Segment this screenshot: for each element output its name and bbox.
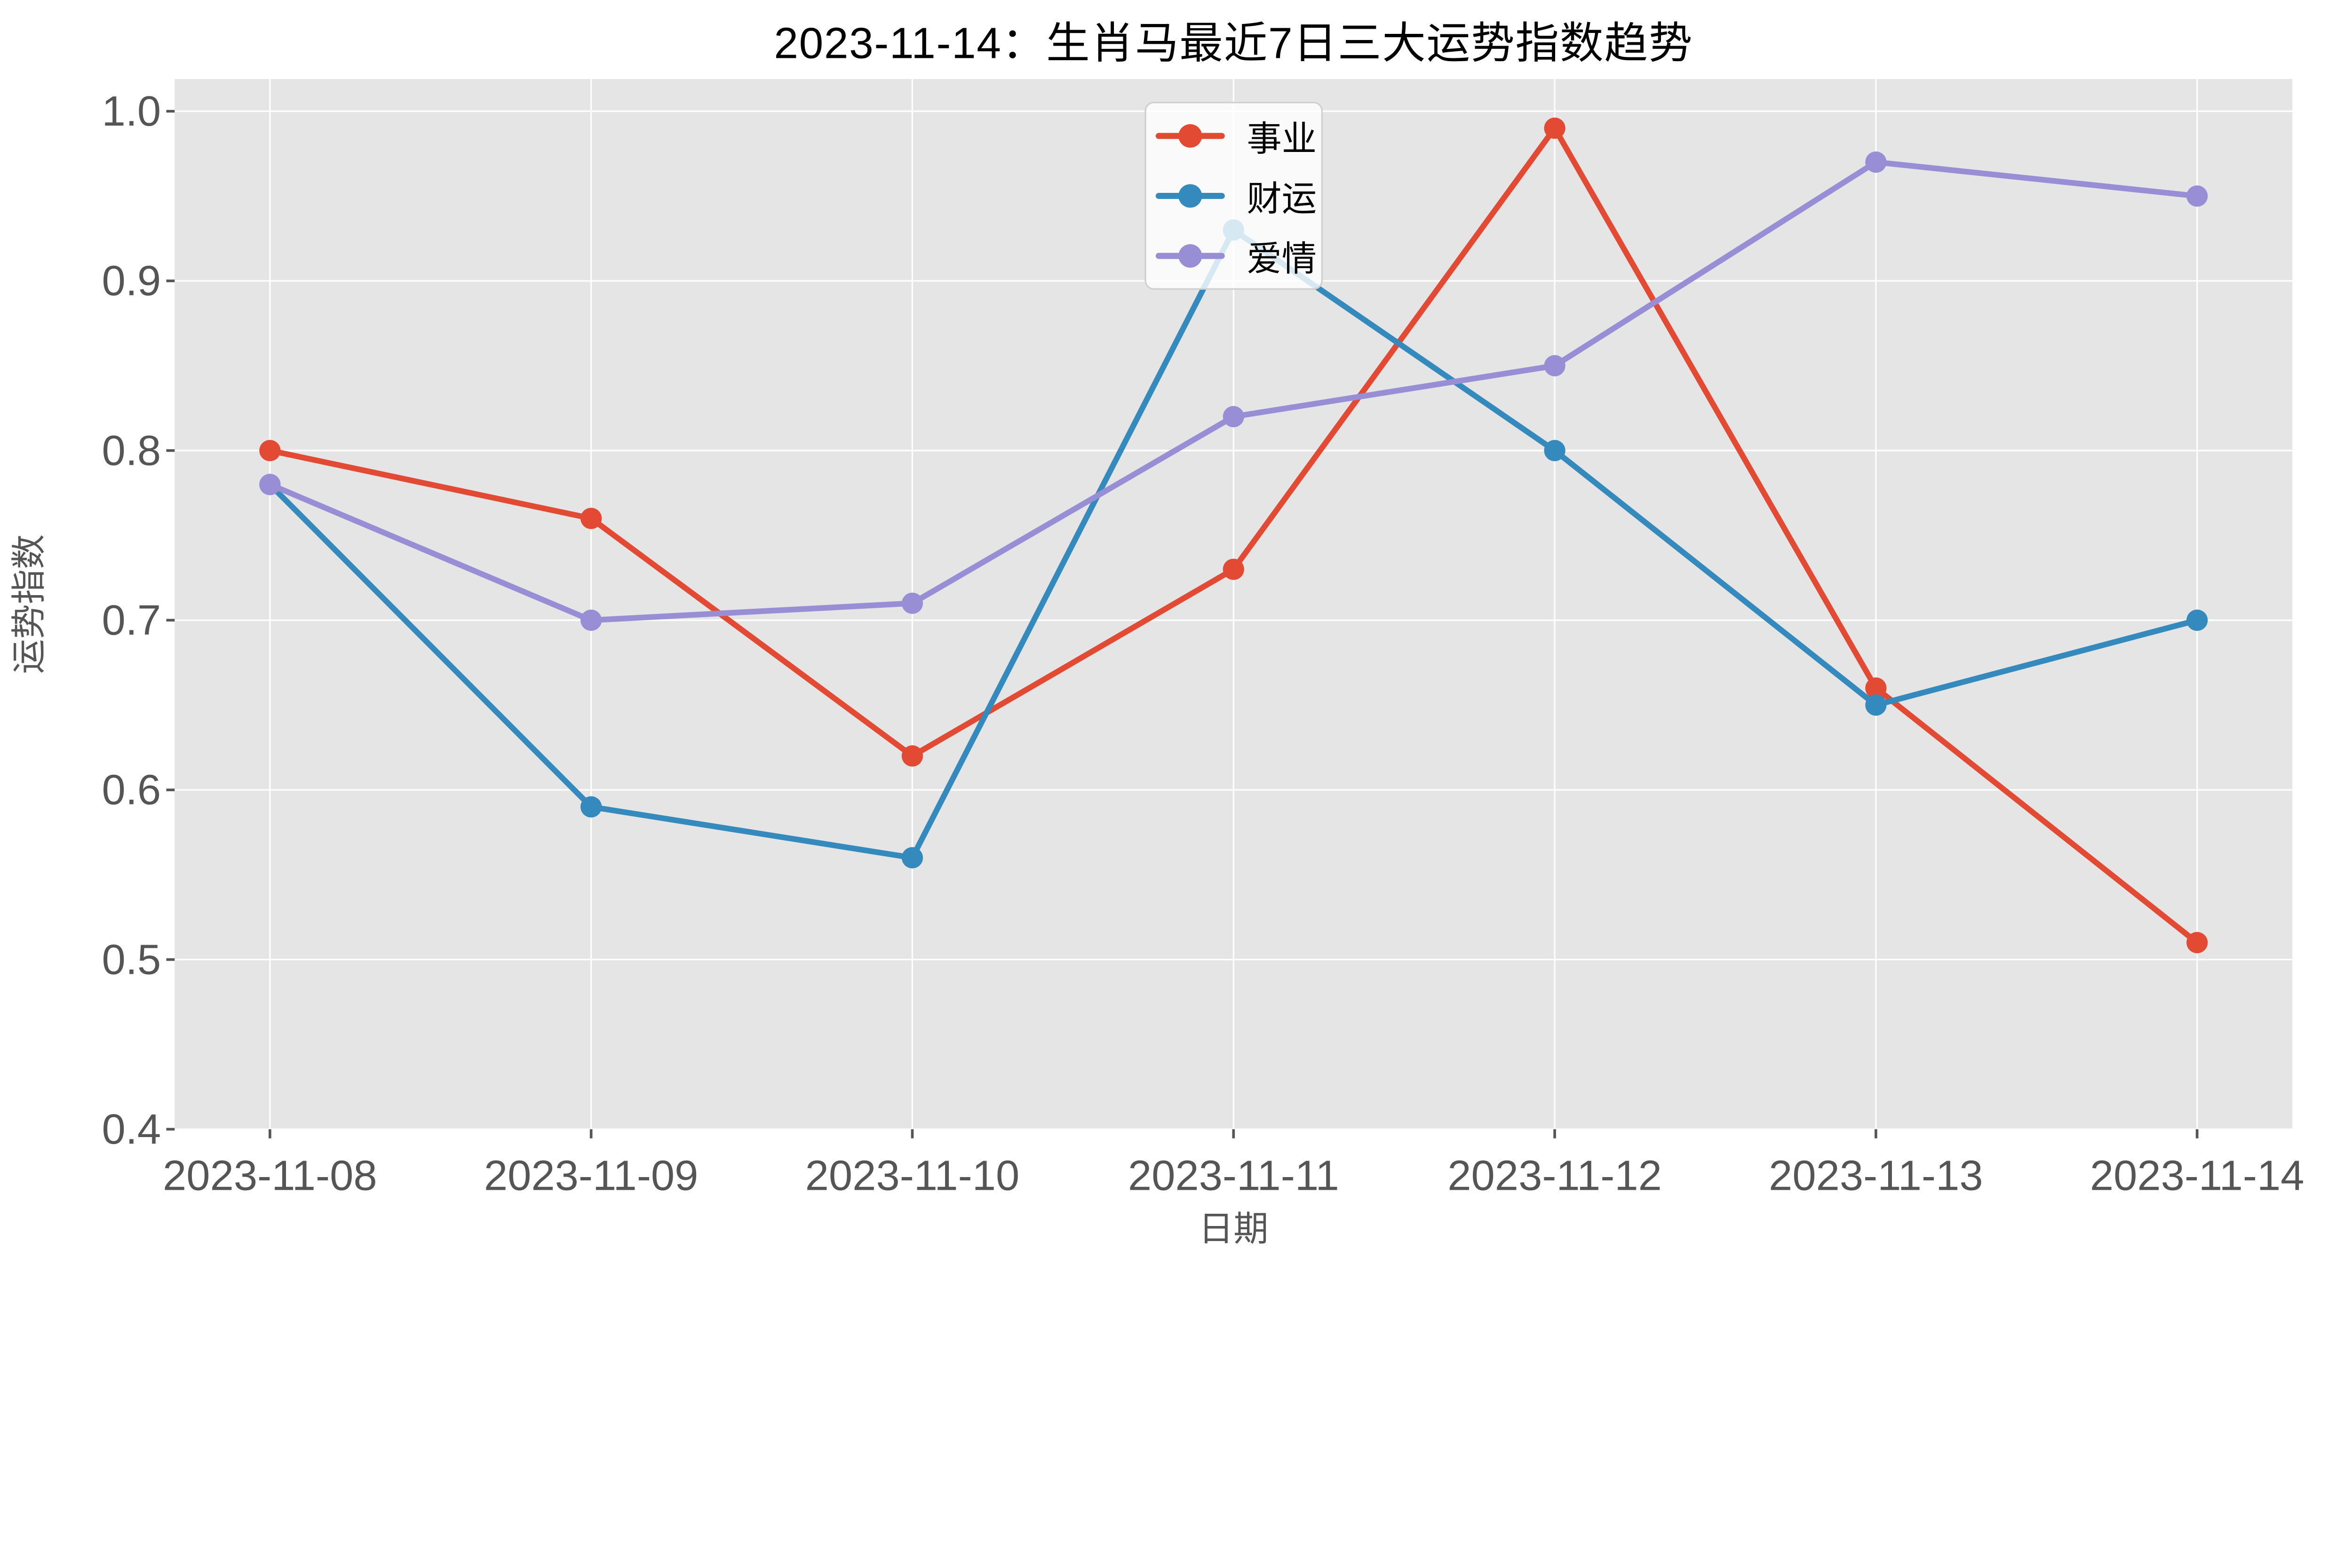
data-point-series-2 bbox=[2186, 185, 2208, 207]
data-point-series-1 bbox=[580, 796, 602, 818]
legend-label-career: 事业 bbox=[1247, 119, 1317, 159]
x-tick-label: 2023-11-13 bbox=[1769, 1152, 1983, 1199]
x-tick-label: 2023-11-08 bbox=[163, 1152, 377, 1199]
data-point-series-0 bbox=[1544, 117, 1565, 139]
data-point-series-2 bbox=[259, 474, 281, 495]
data-point-series-1 bbox=[1544, 440, 1565, 462]
y-tick-label: 0.6 bbox=[102, 766, 161, 814]
data-point-series-1 bbox=[1865, 694, 1887, 716]
x-tick-label: 2023-11-14 bbox=[2090, 1152, 2304, 1199]
data-point-series-1 bbox=[2186, 609, 2208, 631]
legend-marker-love-icon bbox=[1155, 226, 1225, 286]
legend-item-career: 事业 bbox=[1155, 106, 1321, 166]
x-tick-label: 2023-11-12 bbox=[1447, 1152, 1662, 1199]
y-tick-label: 0.8 bbox=[102, 427, 161, 474]
y-tick-label: 0.9 bbox=[102, 257, 161, 305]
x-tick-label: 2023-11-09 bbox=[484, 1152, 699, 1199]
data-point-series-2 bbox=[901, 592, 923, 614]
legend-label-love: 爱情 bbox=[1247, 239, 1317, 279]
data-point-series-2 bbox=[1544, 355, 1565, 376]
legend-item-wealth: 财运 bbox=[1155, 166, 1321, 226]
x-tick-label: 2023-11-10 bbox=[805, 1152, 1020, 1199]
data-point-series-0 bbox=[1223, 558, 1244, 580]
legend-label-wealth: 财运 bbox=[1247, 179, 1317, 219]
y-axis-label: 运势指数 bbox=[9, 534, 48, 674]
x-tick-label: 2023-11-11 bbox=[1128, 1152, 1339, 1199]
data-point-series-0 bbox=[580, 508, 602, 529]
data-point-series-0 bbox=[901, 745, 923, 767]
data-point-series-2 bbox=[580, 609, 602, 631]
chart-title: 2023-11-14：生肖马最近7日三大运势指数趋势 bbox=[774, 19, 1693, 68]
data-point-series-0 bbox=[1865, 677, 1887, 699]
legend: 事业 财运 爱情 bbox=[1144, 102, 1323, 290]
data-point-series-0 bbox=[2186, 932, 2208, 954]
data-point-series-0 bbox=[259, 440, 281, 462]
data-point-series-1 bbox=[901, 847, 923, 868]
legend-marker-wealth-icon bbox=[1155, 166, 1225, 226]
legend-item-love: 爱情 bbox=[1155, 226, 1321, 286]
figure: 2023-11-14：生肖马最近7日三大运势指数趋势 0.4 0.5 0.6 0.7 0… bbox=[9, 19, 2304, 1249]
y-tick-label: 1.0 bbox=[102, 88, 161, 135]
data-point-series-2 bbox=[1223, 406, 1244, 428]
y-tick-label: 0.7 bbox=[102, 597, 161, 644]
y-tick-label: 0.4 bbox=[102, 1106, 161, 1153]
x-axis-label: 日期 bbox=[1199, 1210, 1269, 1249]
legend-marker-career-icon bbox=[1155, 106, 1225, 166]
data-point-series-2 bbox=[1865, 151, 1887, 173]
y-tick-label: 0.5 bbox=[102, 936, 161, 983]
